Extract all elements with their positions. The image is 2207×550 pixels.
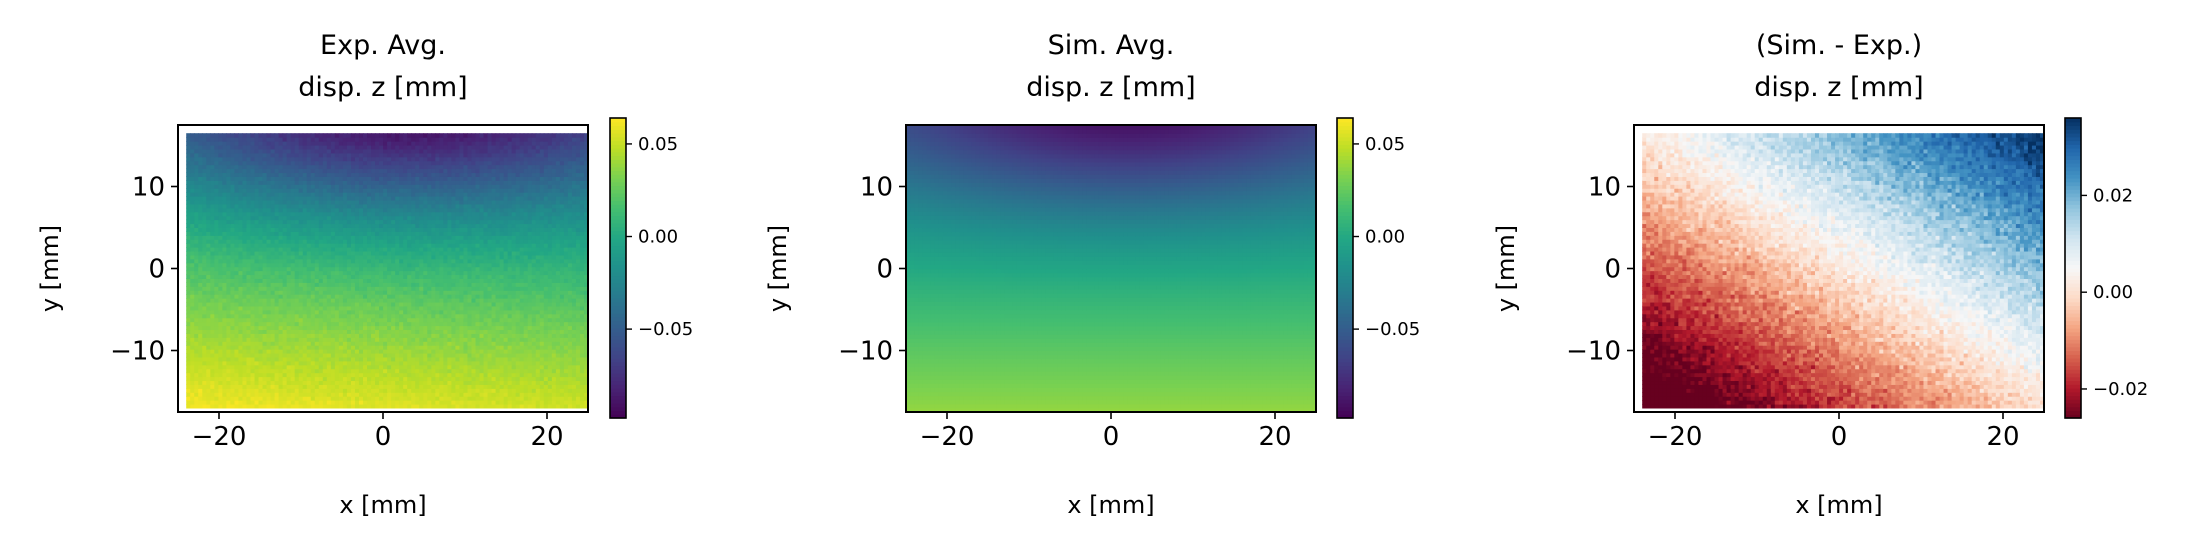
- x-tick-label: 20: [530, 422, 563, 452]
- x-axis-label: x [mm]: [1067, 491, 1154, 519]
- colorbar-tick-label: 0.05: [638, 134, 678, 155]
- chart-title-line-1: Exp. Avg.: [320, 30, 446, 61]
- colorbar-tick-label: 0.00: [1365, 227, 1405, 248]
- y-tick-label: −10: [110, 337, 165, 367]
- colorbar-frame: [609, 117, 627, 419]
- colorbar-tick-label: 0.05: [1365, 134, 1405, 155]
- x-tick-label: −20: [192, 422, 247, 452]
- heatmap-field: [906, 125, 1317, 413]
- x-tick-label: 0: [375, 422, 392, 452]
- x-axis-label: x [mm]: [339, 491, 426, 519]
- chart-title-line-2: disp. z [mm]: [1754, 72, 1923, 103]
- colorbar-tick-label: −0.05: [638, 319, 693, 340]
- colorbar-tick-label: 0.02: [2093, 185, 2133, 206]
- x-tick-label: −20: [920, 422, 975, 452]
- heatmap-field: [1642, 133, 2045, 409]
- heatmap-field: [186, 133, 589, 409]
- y-axis-label: y [mm]: [1492, 225, 1520, 312]
- y-tick-label: 0: [876, 255, 893, 285]
- chart-panel-1: −20 0 20 −10 0 10 x [mm] y [mm] Exp. Avg. disp. z…: [36, 30, 693, 519]
- y-tick-label: −10: [838, 337, 893, 367]
- y-tick-label: 0: [1604, 255, 1621, 285]
- y-axis-label: y [mm]: [36, 225, 64, 312]
- colorbar-tick-label: 0.00: [2093, 282, 2133, 303]
- chart-title-line-2: disp. z [mm]: [298, 72, 467, 103]
- y-tick-label: 10: [1588, 173, 1621, 203]
- colorbar-frame: [2064, 117, 2082, 419]
- chart-title-line-2: disp. z [mm]: [1026, 72, 1195, 103]
- x-tick-label: 20: [1258, 422, 1291, 452]
- y-tick-label: 10: [132, 173, 165, 203]
- x-tick-label: −20: [1648, 422, 1703, 452]
- colorbar: 0.02 0.00 −0.02: [2064, 117, 2148, 419]
- chart-title-line-1: (Sim. - Exp.): [1756, 30, 1922, 61]
- colorbar-frame: [1336, 117, 1354, 419]
- y-tick-label: 10: [860, 173, 893, 203]
- colorbar-tick-label: −0.02: [2093, 379, 2148, 400]
- chart-panel-2: −20 0 20 −10 0 10 x [mm] y [mm] Sim. Avg. disp. z…: [764, 30, 1420, 519]
- colorbar: 0.05 0.00 −0.05: [1336, 117, 1420, 419]
- colorbar-tick-label: 0.00: [638, 227, 678, 248]
- chart-title-line-1: Sim. Avg.: [1048, 30, 1175, 61]
- y-tick-label: 0: [148, 255, 165, 285]
- x-tick-label: 20: [1986, 422, 2019, 452]
- colorbar: 0.05 0.00 −0.05: [609, 117, 693, 419]
- y-axis-label: y [mm]: [764, 225, 792, 312]
- colorbar-tick-label: −0.05: [1365, 319, 1420, 340]
- x-tick-label: 0: [1831, 422, 1848, 452]
- x-axis-label: x [mm]: [1795, 491, 1882, 519]
- y-tick-label: −10: [1566, 337, 1621, 367]
- x-tick-label: 0: [1103, 422, 1120, 452]
- chart-panel-3: −20 0 20 −10 0 10 x [mm] y [mm] (Sim. - Exp.) dis…: [1492, 30, 2148, 519]
